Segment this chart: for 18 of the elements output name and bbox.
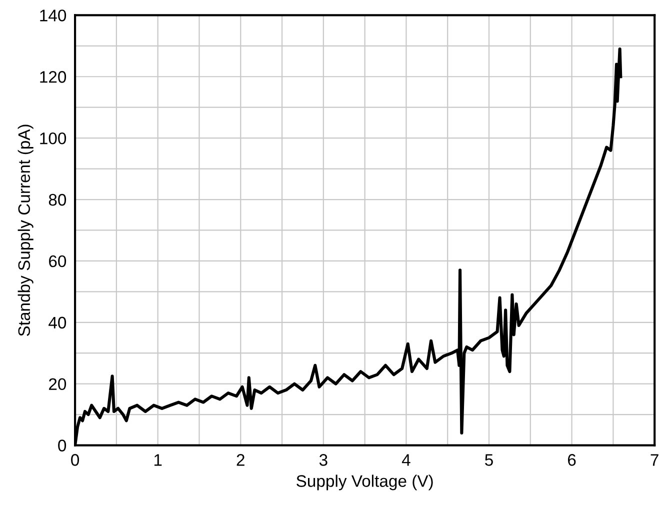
x-tick-label: 7 [650,454,658,466]
x-axis-title: Supply Voltage (V) [296,474,433,490]
x-tick-label: 4 [402,454,410,466]
y-tick-label: 40 [48,316,66,329]
y-tick-label: 80 [48,194,66,206]
y-tick-label: 100 [40,132,66,144]
y-tick-label: 60 [49,255,66,268]
y-tick-label: 0 [58,440,66,452]
x-tick-label: 3 [319,454,328,466]
y-axis-title: Standby Supply Current (pA) [18,124,34,336]
x-tick-label: 5 [485,454,493,466]
y-tick-label: 120 [40,71,66,83]
y-tick-label: 140 [40,10,66,22]
x-tick-label: 1 [154,454,162,466]
y-tick-label: 20 [49,378,66,390]
x-tick-label: 0 [71,454,80,466]
x-tick-label: 6 [568,454,576,466]
x-tick-label: 2 [236,454,244,466]
